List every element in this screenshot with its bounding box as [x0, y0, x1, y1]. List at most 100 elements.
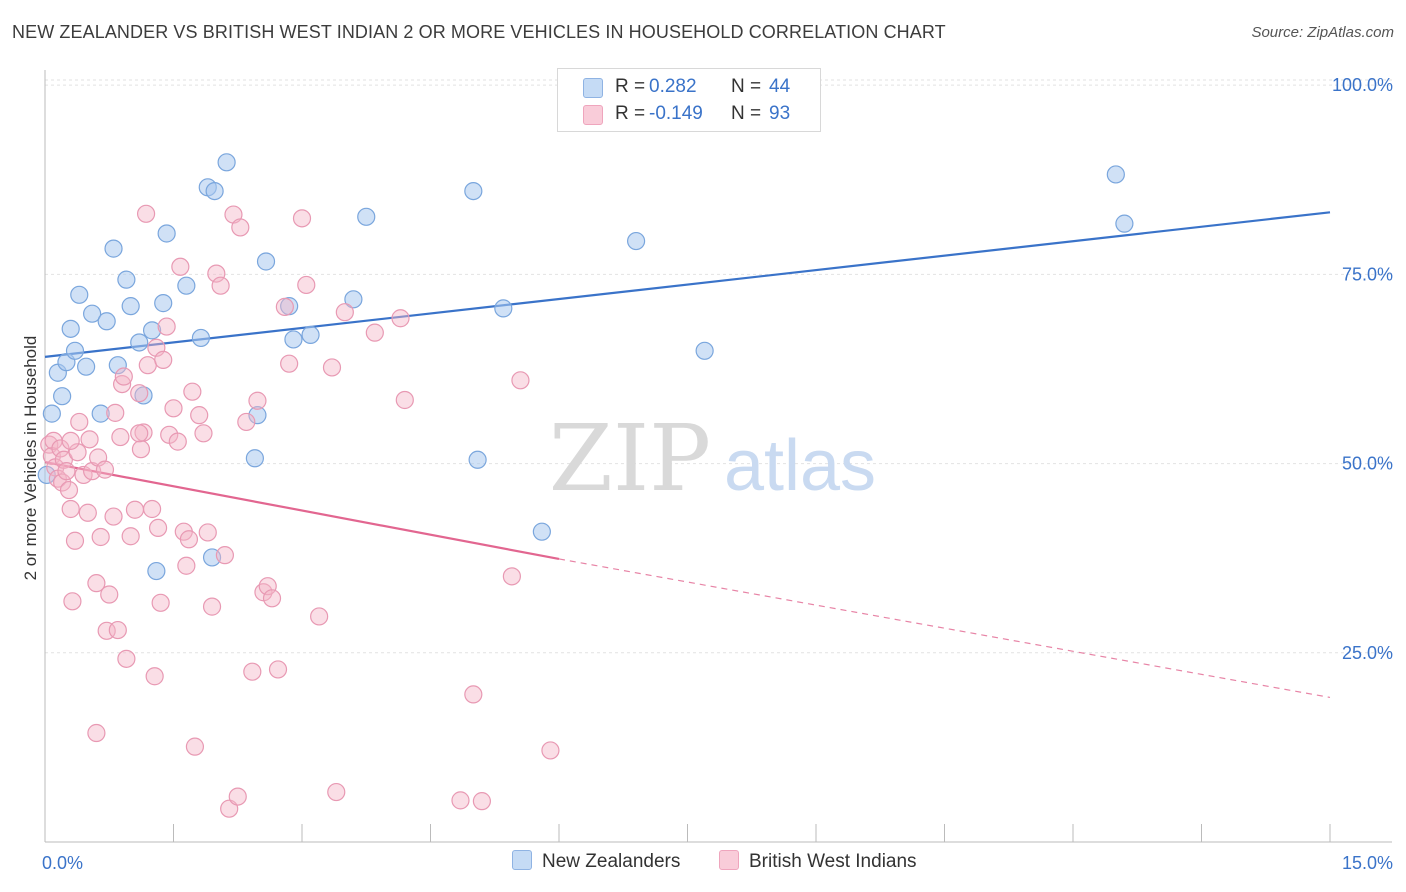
- point-new-zealanders: [104, 239, 123, 258]
- point-british-west-indians: [541, 741, 560, 760]
- point-new-zealanders: [121, 297, 140, 316]
- point-british-west-indians: [275, 297, 294, 316]
- point-british-west-indians: [451, 791, 470, 810]
- legend-r-value: 0.282: [649, 76, 697, 97]
- point-new-zealanders: [157, 224, 176, 243]
- x-tick-label: 15.0%: [1342, 853, 1393, 873]
- point-new-zealanders: [245, 449, 264, 468]
- point-british-west-indians: [268, 660, 288, 679]
- point-british-west-indians: [297, 275, 316, 295]
- point-british-west-indians: [215, 546, 234, 565]
- point-british-west-indians: [248, 391, 267, 410]
- point-british-west-indians: [202, 597, 222, 616]
- point-new-zealanders: [142, 321, 162, 340]
- point-british-west-indians: [61, 431, 80, 450]
- grid-lines: [45, 79, 1392, 654]
- point-british-west-indians: [106, 403, 125, 422]
- point-british-west-indians: [104, 507, 123, 526]
- point-new-zealanders: [61, 319, 80, 338]
- point-british-west-indians: [87, 574, 106, 593]
- point-new-zealanders: [83, 304, 102, 323]
- legend-swatch-pink: [719, 850, 739, 870]
- point-british-west-indians: [511, 371, 530, 390]
- point-new-zealanders: [108, 356, 127, 375]
- point-new-zealanders: [1115, 214, 1134, 233]
- point-new-zealanders: [205, 181, 224, 201]
- point-british-west-indians: [310, 607, 329, 626]
- point-british-west-indians: [130, 384, 149, 403]
- point-new-zealanders: [177, 276, 196, 295]
- point-british-west-indians: [327, 782, 346, 802]
- legend-n-label: N =: [731, 76, 762, 97]
- point-british-west-indians: [168, 432, 187, 451]
- point-british-west-indians: [185, 737, 205, 756]
- point-new-zealanders: [154, 294, 173, 313]
- legend-r-label: R =: [615, 76, 646, 97]
- point-british-west-indians: [151, 593, 170, 612]
- point-british-west-indians: [138, 356, 157, 375]
- chart-title: NEW ZEALANDER VS BRITISH WEST INDIAN 2 O…: [12, 22, 946, 42]
- point-british-west-indians: [464, 685, 483, 704]
- y-tick-label: 75.0%: [1342, 264, 1393, 284]
- trend-line-new-zealanders: [44, 211, 1331, 358]
- point-british-west-indians: [80, 430, 99, 449]
- point-british-west-indians: [171, 257, 190, 276]
- point-british-west-indians: [154, 350, 173, 369]
- point-british-west-indians: [91, 527, 110, 547]
- legend-item-british-west-indians: British West Indians: [719, 850, 917, 873]
- point-new-zealanders: [626, 231, 646, 251]
- point-british-west-indians: [108, 620, 127, 640]
- stats-legend: R = 0.282 N = 44 R = -0.149 N = 93: [557, 68, 821, 132]
- point-british-west-indians: [142, 499, 162, 519]
- point-british-west-indians: [194, 424, 213, 443]
- point-british-west-indians: [59, 480, 79, 500]
- point-british-west-indians: [237, 412, 256, 432]
- point-british-west-indians: [121, 527, 140, 546]
- point-new-zealanders: [70, 285, 89, 304]
- point-new-zealanders: [256, 252, 276, 271]
- point-british-west-indians: [112, 374, 132, 394]
- point-new-zealanders: [147, 561, 166, 581]
- point-new-zealanders: [91, 404, 110, 423]
- point-british-west-indians: [292, 209, 312, 228]
- point-british-west-indians: [228, 787, 247, 806]
- point-british-west-indians: [61, 499, 80, 519]
- y-axis-label: 2 or more Vehicles in Household: [21, 335, 40, 581]
- point-british-west-indians: [502, 567, 521, 586]
- point-british-west-indians: [198, 523, 217, 542]
- point-british-west-indians: [231, 218, 250, 237]
- point-new-zealanders: [248, 406, 267, 425]
- point-british-west-indians: [280, 354, 299, 373]
- legend-label: British West Indians: [749, 851, 917, 872]
- point-british-west-indians: [111, 427, 130, 447]
- x-tick-label: 0.0%: [42, 853, 83, 873]
- point-new-zealanders: [464, 181, 483, 201]
- watermark-zip: ZIP: [549, 405, 711, 512]
- point-new-zealanders: [217, 153, 236, 172]
- point-new-zealanders: [130, 333, 149, 352]
- point-british-west-indians: [145, 667, 164, 686]
- data-points: [37, 153, 1134, 818]
- point-british-west-indians: [177, 556, 196, 575]
- point-british-west-indians: [335, 303, 354, 322]
- point-new-zealanders: [301, 325, 320, 345]
- x-tick-labels: 0.0% 15.0%: [42, 853, 1393, 873]
- point-british-west-indians: [68, 443, 87, 462]
- point-british-west-indians: [243, 662, 262, 681]
- point-british-west-indians: [148, 518, 168, 538]
- point-british-west-indians: [136, 204, 156, 223]
- point-british-west-indians: [395, 390, 414, 410]
- point-british-west-indians: [74, 465, 93, 485]
- y-tick-labels: 25.0% 50.0% 75.0% 100.0%: [1332, 75, 1393, 663]
- point-british-west-indians: [87, 723, 106, 743]
- y-tick-label: 25.0%: [1342, 643, 1393, 663]
- legend-n-label: N =: [731, 103, 762, 124]
- point-new-zealanders: [695, 341, 714, 360]
- point-british-west-indians: [207, 264, 226, 283]
- point-british-west-indians: [262, 589, 282, 608]
- point-british-west-indians: [183, 382, 202, 401]
- point-british-west-indians: [100, 585, 119, 604]
- y-tick-label: 100.0%: [1332, 75, 1393, 95]
- point-british-west-indians: [391, 309, 410, 328]
- legend-swatch-pink: [583, 105, 603, 125]
